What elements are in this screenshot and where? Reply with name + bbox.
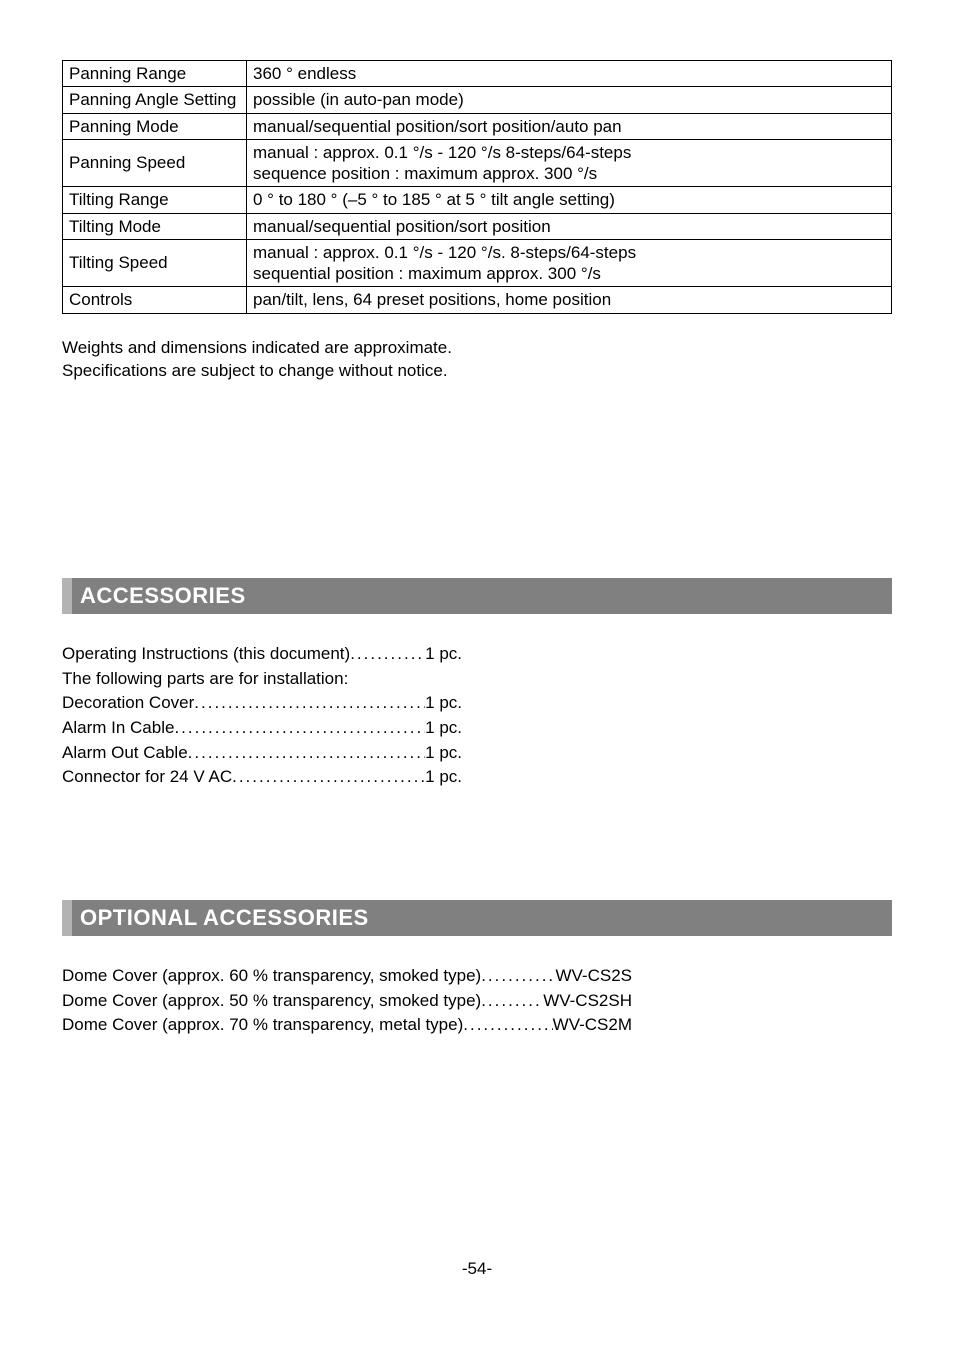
optional-accessories-list: Dome Cover (approx. 60 % transparency, s… bbox=[62, 964, 892, 1038]
leader-dots: ........................................… bbox=[463, 1013, 552, 1038]
spec-value: 360 ° endless bbox=[247, 61, 892, 87]
item-value: 1 pc. bbox=[425, 765, 462, 790]
spec-row: Tilting Range0 ° to 180 ° (–5 ° to 185 °… bbox=[63, 187, 892, 213]
leader-dots: ........................................… bbox=[481, 989, 543, 1014]
leader-dots: ........................................… bbox=[481, 964, 555, 989]
accessories-header: ACCESSORIES bbox=[62, 578, 892, 614]
note-line-2: Specifications are subject to change wit… bbox=[62, 359, 892, 383]
spec-label: Tilting Range bbox=[63, 187, 247, 213]
leader-dots: ........................................… bbox=[350, 642, 425, 667]
spec-label: Panning Speed bbox=[63, 139, 247, 187]
list-item: Alarm Out Cable ........................… bbox=[62, 741, 462, 766]
item-name: Decoration Cover bbox=[62, 691, 194, 716]
item-name: Dome Cover (approx. 50 % transparency, s… bbox=[62, 989, 481, 1014]
spec-value: manual : approx. 0.1 °/s - 120 °/s 8-ste… bbox=[247, 139, 892, 187]
item-value: WV-CS2S bbox=[555, 964, 632, 989]
item-value: 1 pc. bbox=[425, 691, 462, 716]
spec-value: manual/sequential position/sort position… bbox=[247, 113, 892, 139]
spec-row: Panning Angle Settingpossible (in auto-p… bbox=[63, 87, 892, 113]
item-value: 1 pc. bbox=[425, 741, 462, 766]
list-item: Dome Cover (approx. 60 % transparency, s… bbox=[62, 964, 632, 989]
list-item: Alarm In Cable .........................… bbox=[62, 716, 462, 741]
page-content: Panning Range360 ° endlessPanning Angle … bbox=[0, 0, 954, 1038]
spec-value: pan/tilt, lens, 64 preset positions, hom… bbox=[247, 287, 892, 313]
list-item: Dome Cover (approx. 50 % transparency, s… bbox=[62, 989, 632, 1014]
spec-label: Panning Mode bbox=[63, 113, 247, 139]
spec-row: Tilting Modemanual/sequential position/s… bbox=[63, 213, 892, 239]
leader-dots: ........................................… bbox=[194, 691, 425, 716]
item-value: WV-CS2M bbox=[553, 1013, 632, 1038]
item-name: Alarm Out Cable bbox=[62, 741, 188, 766]
item-name: Dome Cover (approx. 60 % transparency, s… bbox=[62, 964, 481, 989]
spec-row: Panning Speedmanual : approx. 0.1 °/s - … bbox=[63, 139, 892, 187]
spec-label: Controls bbox=[63, 287, 247, 313]
list-item: Decoration Cover .......................… bbox=[62, 691, 462, 716]
item-name: Dome Cover (approx. 70 % transparency, m… bbox=[62, 1013, 463, 1038]
item-name: Connector for 24 V AC bbox=[62, 765, 232, 790]
spec-label: Tilting Mode bbox=[63, 213, 247, 239]
spec-label: Panning Range bbox=[63, 61, 247, 87]
note-line-1: Weights and dimensions indicated are app… bbox=[62, 336, 892, 360]
spec-row: Panning Modemanual/sequential position/s… bbox=[63, 113, 892, 139]
item-value: 1 pc. bbox=[425, 716, 462, 741]
list-item: Dome Cover (approx. 70 % transparency, m… bbox=[62, 1013, 632, 1038]
leader-dots: ........................................… bbox=[188, 741, 425, 766]
spec-label: Tilting Speed bbox=[63, 239, 247, 287]
item-name: Alarm In Cable bbox=[62, 716, 174, 741]
item-value: 1 pc. bbox=[425, 642, 462, 667]
spec-value: 0 ° to 180 ° (–5 ° to 185 ° at 5 ° tilt … bbox=[247, 187, 892, 213]
list-item: The following parts are for installation… bbox=[62, 667, 892, 692]
leader-dots: ........................................… bbox=[232, 765, 425, 790]
list-item: Operating Instructions (this document) .… bbox=[62, 642, 462, 667]
spec-label: Panning Angle Setting bbox=[63, 87, 247, 113]
spec-value: manual/sequential position/sort position bbox=[247, 213, 892, 239]
spec-row: Controlspan/tilt, lens, 64 preset positi… bbox=[63, 287, 892, 313]
spec-value: manual : approx. 0.1 °/s - 120 °/s. 8-st… bbox=[247, 239, 892, 287]
item-name: Operating Instructions (this document) bbox=[62, 642, 350, 667]
spec-value: possible (in auto-pan mode) bbox=[247, 87, 892, 113]
optional-accessories-header: OPTIONAL ACCESSORIES bbox=[62, 900, 892, 936]
spec-row: Panning Range360 ° endless bbox=[63, 61, 892, 87]
accessories-list: Operating Instructions (this document) .… bbox=[62, 642, 892, 790]
item-value: WV-CS2SH bbox=[543, 989, 632, 1014]
page-number: -54- bbox=[0, 1259, 954, 1279]
list-item: Connector for 24 V AC ..................… bbox=[62, 765, 462, 790]
spec-row: Tilting Speedmanual : approx. 0.1 °/s - … bbox=[63, 239, 892, 287]
spec-table: Panning Range360 ° endlessPanning Angle … bbox=[62, 60, 892, 314]
notes-block: Weights and dimensions indicated are app… bbox=[62, 336, 892, 384]
leader-dots: ........................................… bbox=[174, 716, 425, 741]
